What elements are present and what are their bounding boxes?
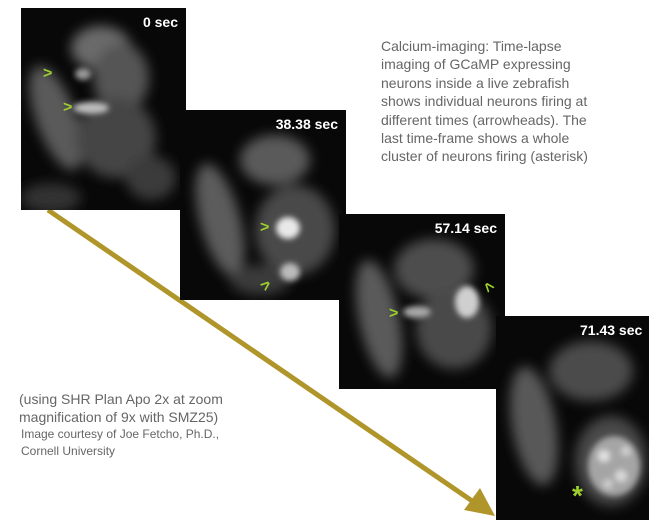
arrowhead-marker: > xyxy=(389,305,399,322)
arrowhead-marker: > xyxy=(63,99,73,116)
arrowhead-marker: > xyxy=(43,65,53,82)
image-credit: Image courtesy of Joe Fetcho, Ph.D., Cor… xyxy=(21,427,220,458)
time-label: 0 sec xyxy=(142,14,178,30)
figure-caption: Calcium-imaging: Time-lapse imaging of G… xyxy=(381,38,588,165)
microscopy-frame-38sec: > > 38.38 sec xyxy=(180,110,346,300)
microscopy-frame-0sec: > > 0 sec xyxy=(21,8,186,210)
neuron-image xyxy=(180,110,346,300)
time-label: 71.43 sec xyxy=(580,322,643,338)
arrowhead-marker: > xyxy=(260,219,270,236)
microscopy-frame-71sec: * 71.43 sec xyxy=(496,316,649,520)
time-label: 38.38 sec xyxy=(275,116,338,132)
neuron-image xyxy=(21,8,186,210)
neuron-image xyxy=(339,214,505,389)
imaging-note: (using SHR Plan Apo 2x at zoom magnifica… xyxy=(19,391,223,425)
asterisk-marker: * xyxy=(572,480,583,511)
microscopy-frame-57sec: > > 57.14 sec xyxy=(339,214,505,389)
neuron-image xyxy=(496,316,649,520)
time-label: 57.14 sec xyxy=(434,220,497,236)
